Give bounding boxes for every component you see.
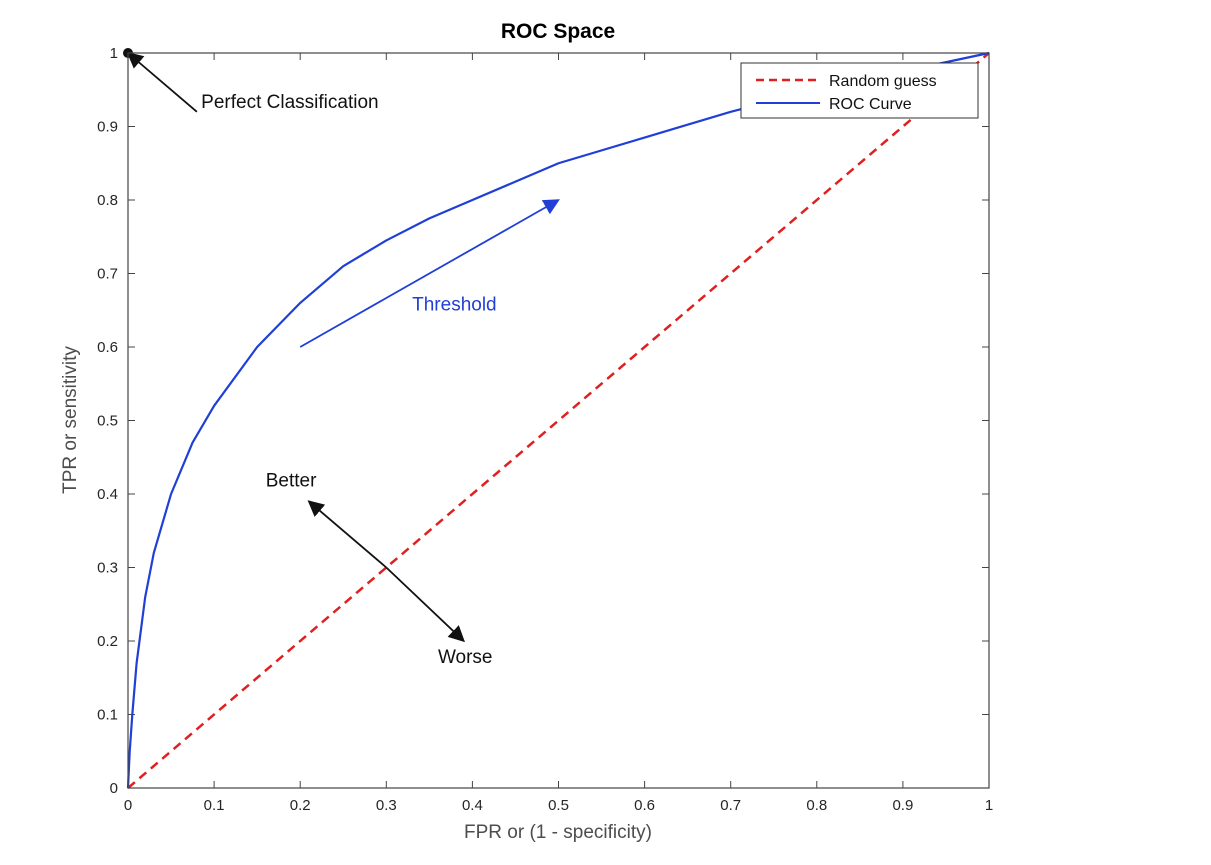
annotation-arrow — [126, 51, 198, 113]
x-tick-label: 0.6 — [634, 797, 655, 814]
annotation-arrow — [385, 566, 465, 643]
y-axis-label: TPR or sensitivity — [60, 346, 81, 494]
x-tick-label: 0.4 — [462, 797, 483, 814]
x-tick-label: 0.7 — [720, 797, 741, 814]
y-tick-label: 0 — [110, 780, 118, 797]
y-tick-label: 0.1 — [97, 707, 118, 724]
x-axis-label: FPR or (1 - specificity) — [464, 822, 652, 843]
x-tick-label: 0.5 — [548, 797, 569, 814]
x-tick-label: 0.8 — [806, 797, 827, 814]
legend: Random guess ROC Curve — [740, 62, 979, 119]
random-guess-line — [127, 52, 990, 789]
annotation-label: Perfect Classification — [201, 92, 378, 113]
plot-frame — [127, 52, 990, 789]
roc-curve-line — [126, 51, 990, 789]
x-tick-label: 1 — [985, 797, 993, 814]
x-tick-label: 0 — [124, 797, 132, 814]
x-tick-label: 0.9 — [892, 797, 913, 814]
y-tick-label: 0.8 — [97, 192, 118, 209]
y-tick-label: 0.6 — [97, 339, 118, 356]
y-tick-label: 0.4 — [97, 486, 118, 503]
x-tick-label: 0.3 — [376, 797, 397, 814]
annotation-arrow — [299, 199, 560, 348]
legend-box — [740, 62, 979, 119]
annotation-label: Threshold — [412, 294, 497, 315]
x-tick-label: 0.1 — [204, 797, 225, 814]
y-tick-label: 0.7 — [97, 266, 118, 283]
y-tick-label: 0.9 — [97, 119, 118, 136]
y-tick-label: 1 — [110, 45, 118, 62]
annotation-label: Worse — [438, 647, 493, 668]
annotation-label: Better — [266, 471, 317, 492]
legend-label-roc: ROC Curve — [829, 96, 912, 113]
y-tick-label: 0.3 — [97, 560, 118, 577]
chart-title: ROC Space — [501, 20, 615, 43]
legend-label-random: Random guess — [829, 73, 937, 90]
x-tick-label: 0.2 — [290, 797, 311, 814]
y-tick-label: 0.2 — [97, 633, 118, 650]
y-tick-label: 0.5 — [97, 413, 118, 430]
annotation-arrow — [307, 500, 387, 569]
